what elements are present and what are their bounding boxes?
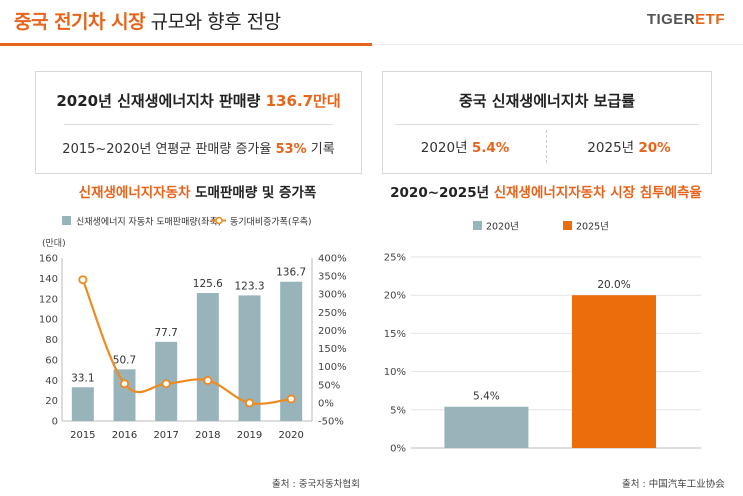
right-axis-tick: -50% — [318, 417, 344, 428]
bar-penetration — [444, 406, 529, 448]
left-axis-tick: 0 — [52, 417, 58, 428]
penetration-2020-label: 2020년 — [420, 140, 472, 156]
sales-box-divider — [64, 124, 333, 125]
x-axis-label: 2018 — [195, 430, 220, 441]
x-axis-label: 2020 — [278, 430, 303, 441]
bar-sales — [196, 293, 219, 421]
x-axis-label: 2017 — [153, 430, 178, 441]
y-axis-tick: 5% — [390, 405, 406, 416]
left-axis-tick: 80 — [45, 335, 58, 346]
penetration-2025-value: 20% — [638, 140, 671, 156]
growth-point — [78, 275, 88, 285]
left-axis-tick: 140 — [39, 274, 58, 285]
penetration-headline: 중국 신재생에너지차 보급률 — [458, 92, 636, 110]
page-title-rest: 규모와 향후 전망 — [145, 11, 281, 33]
penetration-2020-value: 5.4% — [471, 140, 510, 156]
left-axis-tick: 100 — [39, 315, 58, 326]
penetration-bar-chart: 2020년 2025년 0% 5% 10% 15% 20% 25% 5.4% 20.0% — [384, 221, 701, 455]
right-axis-tick: 300% — [318, 290, 347, 301]
right-axis-tick: 150% — [318, 344, 347, 355]
bar-sales-label: 50.7 — [113, 354, 136, 366]
header-divider-accent — [0, 43, 372, 46]
y-axis-tick: 0% — [390, 444, 406, 455]
page-title: 중국 전기차 시장 규모와 향후 전망 — [14, 7, 281, 34]
left-axis-tick: 60 — [45, 355, 58, 366]
logo-part1: TIGER — [646, 11, 696, 28]
penetration-2025: 2025년 20% — [547, 136, 711, 156]
source-left: 출처 : 중국자동차협회 — [272, 479, 360, 490]
sales-headline: 2020년 신재생에너지차 판매량 136.7만대 — [36, 90, 361, 111]
growth-point — [203, 375, 213, 385]
left-chart-title-accent: 신재생에너지자동차 — [78, 185, 191, 201]
left-axis-tick: 160 — [39, 254, 58, 265]
bar-penetration-label: 5.4% — [473, 391, 500, 403]
legend-marker-growth — [215, 216, 223, 225]
sales-growth-prefix: 2015~2020년 연평균 판매량 증가율 — [62, 142, 276, 157]
left-chart-title: 신재생에너지자동차 도매판매량 및 증가폭 — [35, 181, 360, 201]
growth-point — [161, 379, 171, 389]
penetration-2025-label: 2025년 — [587, 140, 639, 156]
growth-point — [286, 394, 296, 404]
legend-swatch-2020 — [473, 221, 482, 230]
penetration-box-divider — [395, 124, 699, 125]
bar-penetration-label: 20.0% — [597, 279, 630, 291]
summary-box-penetration: 중국 신재생에너지차 보급률 2020년 5.4% 2025년 20% — [382, 71, 712, 174]
bar-sales-label: 33.1 — [71, 372, 94, 384]
growth-point — [244, 398, 254, 408]
right-axis-tick: 250% — [318, 308, 347, 319]
legend-label-growth: 동기대비증가폭(우측) — [230, 217, 312, 228]
bar-sales-label: 136.7 — [276, 267, 306, 279]
summary-box-sales: 2020년 신재생에너지차 판매량 136.7만대 2015~2020년 연평균… — [35, 71, 362, 174]
y-axis-tick: 25% — [384, 253, 406, 264]
sales-growth-text: 2015~2020년 연평균 판매량 증가율 53% 기록 — [36, 138, 361, 157]
bar-sales-label: 77.7 — [154, 327, 177, 339]
source-right: 출처 : 中国汽车工业协会 — [622, 479, 725, 490]
right-axis-tick: 50% — [318, 380, 340, 391]
right-axis-tick: 400% — [318, 254, 347, 265]
bar-sales — [71, 387, 94, 421]
right-axis-tick: 200% — [318, 326, 347, 337]
right-axis-tick: 0% — [318, 398, 334, 409]
right-axis-tick: 350% — [318, 272, 347, 283]
bar-sales — [238, 295, 261, 421]
legend-swatch-2025 — [563, 221, 572, 230]
right-chart-title-accent: 신재생에너지자동차 시장 침투예측율 — [493, 185, 702, 201]
y-axis-tick: 10% — [384, 367, 406, 378]
header-divider — [0, 43, 743, 46]
legend-label-2025: 2025년 — [576, 222, 609, 233]
bar-sales-label: 123.3 — [234, 280, 264, 292]
bar-sales — [280, 281, 303, 421]
legend-swatch-sales — [62, 216, 71, 225]
page-title-accent: 중국 전기차 시장 — [14, 11, 146, 33]
x-axis-label: 2016 — [112, 430, 137, 441]
y-axis-tick: 20% — [384, 291, 406, 302]
legend-label-2020: 2020년 — [486, 222, 519, 233]
left-axis-tick: 120 — [39, 294, 58, 305]
left-axis-unit: (만대) — [42, 238, 66, 249]
logo-part2: ETF — [695, 11, 725, 28]
penetration-2020: 2020년 5.4% — [383, 136, 547, 156]
right-axis-tick: 100% — [318, 362, 347, 373]
tiger-etf-logo: TIGERETF — [647, 11, 725, 28]
penetration-separator — [546, 130, 547, 163]
legend-label-sales: 신재생에너지 자동차 도매판매량(좌축) — [76, 216, 221, 228]
sales-growth-suffix: 기록 — [306, 142, 335, 157]
right-chart-title: 2020~2025년 신재생에너지자동차 시장 침투예측율 — [382, 181, 710, 201]
left-axis-tick: 40 — [45, 376, 58, 387]
sales-combo-chart: 신재생에너지 자동차 도매판매량(좌축) 동기대비증가폭(우측) (만대) 0 20 40… — [39, 216, 347, 442]
bar-sales-label: 125.6 — [193, 278, 223, 290]
left-chart-title-rest: 도매판매량 및 증가폭 — [190, 185, 317, 201]
growth-point — [120, 379, 130, 389]
bar-penetration — [572, 295, 656, 448]
y-axis-tick: 15% — [384, 329, 406, 340]
sales-headline-value: 136.7만대 — [265, 92, 341, 110]
bar-sales — [113, 369, 136, 421]
sales-headline-prefix: 2020년 신재생에너지차 판매량 — [56, 92, 266, 110]
x-axis-label: 2019 — [237, 430, 262, 441]
x-axis-label: 2015 — [70, 430, 95, 441]
right-chart-title-prefix: 2020~2025년 — [390, 185, 494, 201]
sales-growth-value: 53% — [275, 142, 307, 157]
left-axis-tick: 20 — [45, 396, 58, 407]
